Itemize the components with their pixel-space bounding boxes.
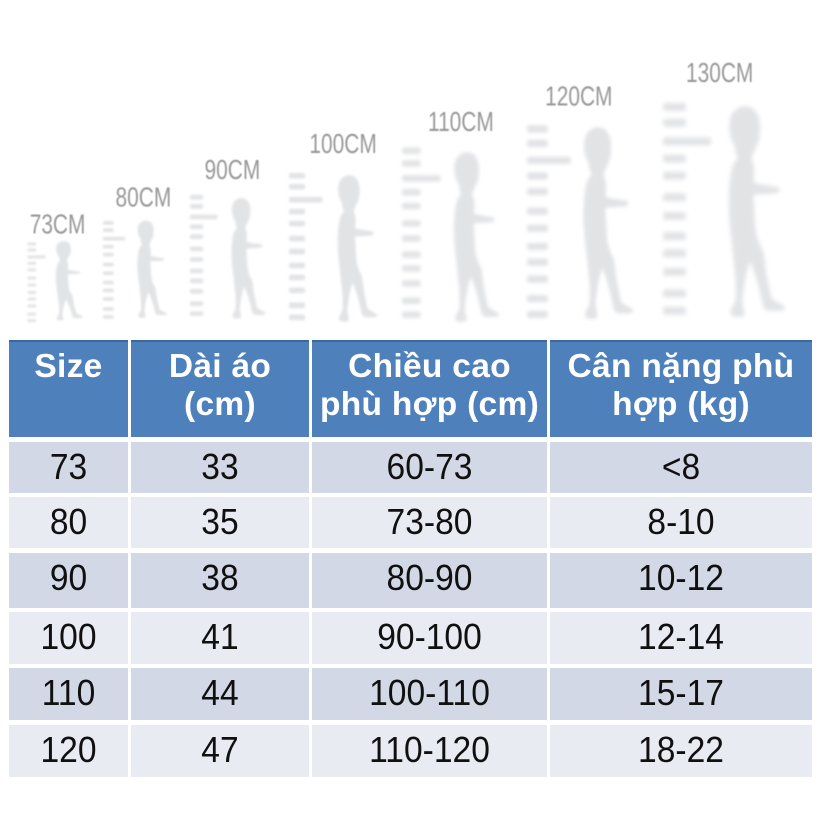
svg-text:110CM: 110CM — [428, 107, 494, 137]
svg-text:73CM: 73CM — [30, 210, 86, 240]
svg-text:90CM: 90CM — [205, 155, 261, 185]
svg-text:100CM: 100CM — [309, 129, 376, 159]
svg-text:120CM: 120CM — [545, 82, 612, 112]
svg-text:80CM: 80CM — [116, 183, 172, 213]
svg-text:130CM: 130CM — [686, 58, 753, 88]
